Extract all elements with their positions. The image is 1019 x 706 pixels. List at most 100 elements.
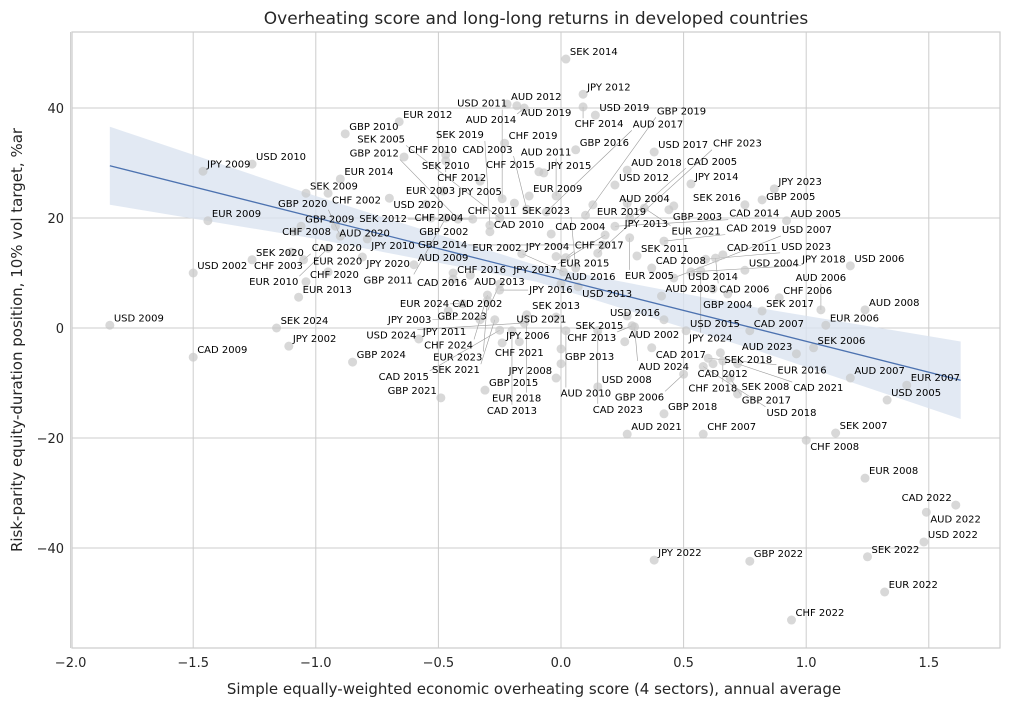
point-label: EUR 2009 [533, 184, 582, 195]
data-point [519, 318, 529, 328]
point-label: GBP 2004 [703, 300, 752, 311]
data-point [725, 373, 735, 383]
data-point [335, 174, 345, 184]
point-label: CHF 2014 [575, 119, 624, 130]
data-point [590, 110, 600, 120]
data-point [558, 267, 568, 277]
point-label: USD 2019 [599, 103, 649, 114]
point-label: CAD 2008 [656, 256, 706, 267]
data-point [340, 129, 350, 139]
point-label: EUR 2007 [911, 373, 960, 384]
label-leader-line [663, 234, 726, 242]
point-label: EUR 2012 [403, 110, 452, 121]
data-point [561, 326, 571, 336]
data-point [330, 221, 340, 231]
point-label: JPY 2009 [206, 159, 251, 170]
label-leader-line [522, 253, 564, 273]
data-point [659, 409, 669, 419]
data-points [105, 54, 961, 625]
point-label: CHF 2002 [332, 195, 381, 206]
data-point [357, 252, 367, 262]
point-label: EUR 2022 [889, 580, 938, 591]
point-label: AUD 2024 [639, 362, 690, 373]
point-label: CAD 2012 [698, 369, 748, 380]
data-point [468, 214, 478, 224]
point-label: EUR 2019 [597, 207, 646, 218]
label-leader-line [546, 130, 632, 213]
data-point [774, 293, 784, 303]
data-point [593, 382, 603, 392]
data-point [519, 103, 529, 113]
data-point [578, 102, 588, 112]
data-point [622, 198, 632, 208]
data-point [272, 323, 282, 333]
point-label: CHF 2003 [254, 261, 303, 272]
data-point [198, 166, 208, 176]
data-point [860, 473, 870, 483]
data-point [399, 152, 409, 162]
data-point [921, 507, 931, 517]
point-label: GBP 2023 [437, 311, 486, 322]
data-point [723, 289, 733, 299]
point-label: CHF 2020 [310, 270, 359, 281]
data-point [539, 168, 549, 178]
y-tick-label: 40 [47, 102, 64, 117]
point-label: AUD 2019 [521, 108, 572, 119]
data-point [708, 359, 718, 369]
label-leader-line [585, 117, 657, 216]
data-point [733, 389, 743, 399]
data-point [821, 320, 831, 330]
point-labels: SEK 2014 JPY 2012 AUD 2012 AUD 2019 AUD 2014… [114, 47, 981, 619]
point-label: EUR 2013 [303, 285, 352, 296]
point-label: USD 2015 [690, 319, 740, 330]
point-label: AUD 2008 [869, 298, 920, 309]
point-label: JPY 2012 [586, 82, 631, 93]
point-label: USD 2004 [749, 258, 799, 269]
data-point [301, 188, 311, 198]
data-point [551, 312, 561, 322]
point-label: AUD 2022 [930, 514, 981, 525]
data-point [323, 267, 333, 277]
data-point [622, 165, 632, 175]
data-point [438, 186, 448, 196]
point-label: AUD 2004 [619, 194, 670, 205]
point-label: CAD 2014 [729, 209, 779, 220]
point-label: AUD 2017 [633, 119, 684, 130]
point-label: GBP 2013 [565, 352, 614, 363]
point-label: USD 2022 [928, 530, 978, 541]
label-leader-line [634, 326, 638, 361]
point-label: CAD 2002 [452, 299, 502, 310]
point-label: JPY 2013 [624, 219, 669, 230]
point-label: GBP 2014 [418, 240, 467, 251]
point-label: SEK 2012 [359, 214, 407, 225]
data-point [733, 359, 743, 369]
data-point [769, 184, 779, 194]
point-label: AUD 2007 [854, 366, 905, 377]
data-point [647, 343, 657, 353]
point-label: GBP 2006 [615, 392, 664, 403]
label-leader-line [480, 319, 496, 365]
data-point [659, 236, 669, 246]
point-label: USD 2006 [854, 254, 904, 265]
point-label: AUD 2014 [466, 115, 516, 126]
data-point [786, 615, 796, 625]
data-point [880, 587, 890, 597]
data-point [502, 99, 512, 109]
label-leader-line [429, 329, 500, 372]
point-label: CAD 2022 [902, 493, 952, 504]
point-label: EUR 2010 [249, 277, 298, 288]
point-label: AUD 2021 [631, 422, 682, 433]
point-label: AUD 2020 [339, 228, 390, 239]
point-label: CAD 2007 [754, 319, 804, 330]
data-point [625, 213, 635, 223]
data-point [524, 191, 534, 201]
label-leader-line [483, 300, 488, 352]
point-label: SEK 2007 [840, 421, 888, 432]
data-point [598, 240, 608, 250]
point-label: USD 2008 [602, 375, 652, 386]
point-label: CHF 2006 [783, 286, 832, 297]
data-point [512, 101, 522, 111]
data-point [485, 220, 495, 230]
data-point [203, 216, 213, 226]
